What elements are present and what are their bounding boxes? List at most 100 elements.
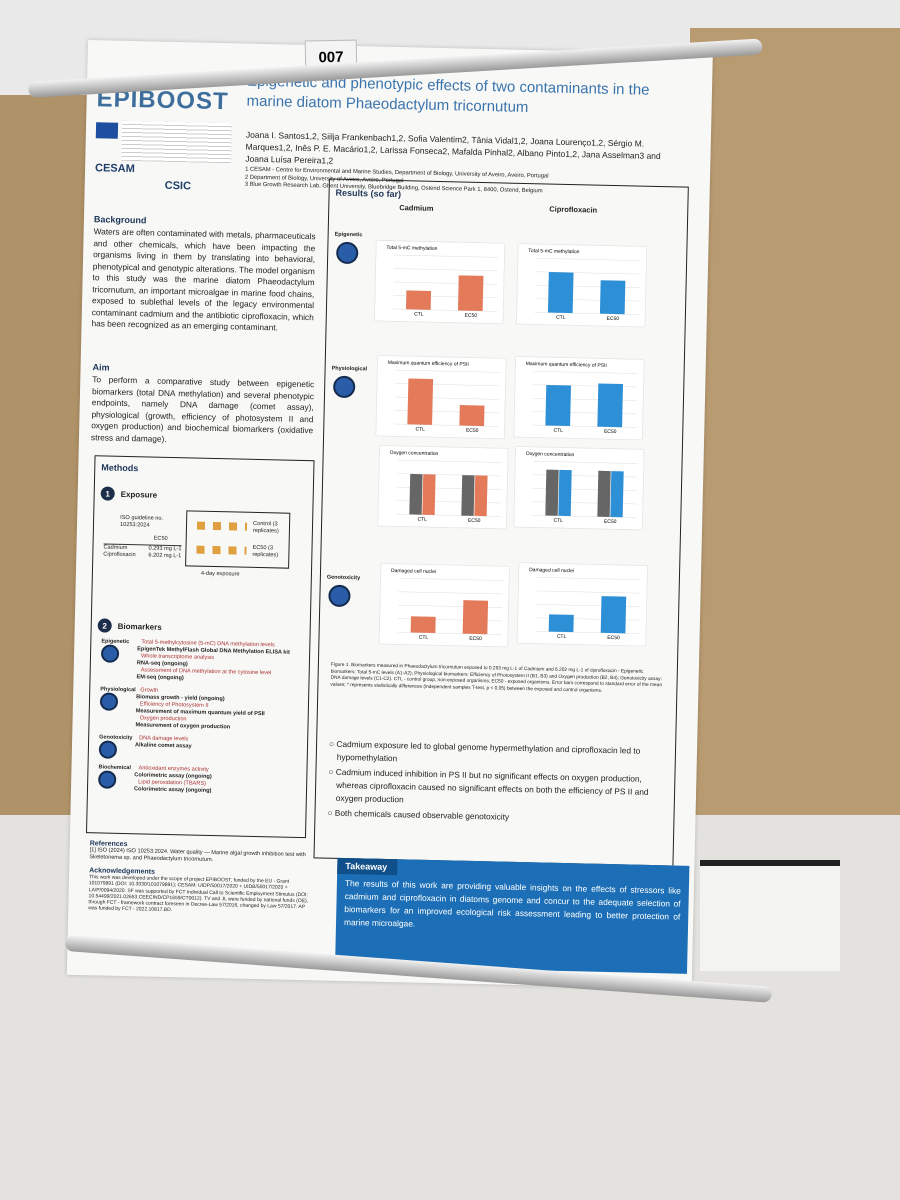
x-tick-label: CTL [557, 634, 567, 640]
chart-title: Total 5-mC methylation [528, 248, 579, 255]
bar [462, 600, 489, 635]
step: 1 Exposure [100, 486, 307, 505]
group-name: Genotoxicity [99, 734, 133, 742]
chart-svg: Maximum quantum efficiency of PSII CTL EC5… [388, 360, 500, 434]
bar [600, 596, 627, 634]
results-box: Results (so far) Cadmium Ciprofloxacin E… [313, 178, 689, 867]
x-tick-label: EC50 [466, 428, 479, 434]
x-tick-label: EC50 [604, 429, 617, 435]
ec-table: Cadmium 0.293 mg L-1 Ciprofloxacin 6.202 m… [103, 543, 182, 561]
mini-chart: Damaged cell nuclei CTL EC50 [379, 563, 510, 647]
heading: Methods [101, 462, 139, 474]
bar [410, 616, 436, 634]
heading: Results (so far) [335, 187, 402, 200]
group-head: Biochemical [98, 764, 131, 793]
x-tick-label: CTL [556, 315, 566, 321]
group-name: Biochemical [98, 764, 131, 772]
bar [597, 470, 611, 517]
takeaway-box: Takeaway The results of this work are pr… [335, 857, 690, 974]
grid-line [398, 591, 503, 595]
group-items: Antioxidant enzymes activity Colorimetric… [134, 765, 301, 797]
aim-section: Aim To perform a comparative study betwe… [91, 362, 315, 448]
row-icon [335, 241, 359, 265]
row-label: Genotoxicity [326, 574, 361, 582]
x-tick-label: CTL [553, 428, 563, 434]
funding-note [121, 120, 233, 164]
grid-line [536, 590, 641, 594]
grid-line [398, 577, 503, 581]
neighbor-poster [700, 860, 840, 971]
flasks [196, 521, 248, 531]
flasks [196, 545, 247, 555]
chart-title: Total 5-mC methylation [386, 245, 437, 252]
bar [461, 475, 475, 516]
bar [558, 469, 572, 517]
grid-line [533, 370, 638, 374]
row-icon [332, 375, 356, 399]
group-icon [99, 692, 119, 711]
bar [545, 384, 571, 427]
row-icon [328, 584, 351, 608]
chart-svg: Damaged cell nuclei CTL EC50 [529, 567, 641, 641]
bar [548, 614, 574, 633]
grid-line [536, 577, 641, 580]
x-tick-label: CTL [414, 311, 424, 317]
x-tick-label: CTL [415, 427, 425, 433]
column-label: Ciprofloxacin [549, 204, 598, 215]
x-tick-label: EC50 [607, 635, 620, 641]
x-tick-label: EC50 [606, 316, 619, 322]
duration: 4-day exposure [200, 570, 240, 578]
mini-chart: Oxygen concentration CTL EC50 [514, 446, 644, 530]
step-number: 2 [97, 618, 112, 633]
chart-title: Maximum quantum efficiency of PSII [388, 360, 469, 368]
mini-chart: Damaged cell nuclei CTL EC50 [517, 562, 648, 646]
exposure-diagram: Control (3 replicates) EC50 (3 replicate… [185, 510, 291, 569]
paper-backdrop [690, 28, 900, 863]
bar [459, 405, 485, 427]
partner-logo: CSIC [164, 179, 192, 193]
group-head: Epigenetic [100, 638, 131, 681]
figure-caption: Figure 1. Biomarkers measured in Phaeoda… [330, 662, 663, 694]
biomarker-group: Physiological Growth Biomass growth - yiel… [99, 686, 302, 733]
grid-line [393, 268, 498, 272]
bar [407, 378, 434, 425]
chart-svg: Oxygen concentration CTL EC50 [526, 451, 638, 525]
grid-line [532, 514, 637, 518]
chart-svg: Total 5-mC methylation CTL EC50 [386, 245, 499, 319]
grid-line [535, 271, 640, 275]
conclusion-text: Both chemicals caused observable genotox… [334, 807, 510, 822]
chart-grid: Total 5-mC methylation CTL EC50 Total 5-mC … [330, 180, 688, 647]
bar [474, 475, 488, 517]
mini-chart: Maximum quantum efficiency of PSII CTL EC5… [376, 355, 506, 439]
bar [457, 275, 484, 312]
mini-chart: Maximum quantum efficiency of PSII CTL EC5… [514, 356, 644, 440]
group-icon [98, 740, 118, 759]
chart-svg: Oxygen concentration CTL EC50 [390, 450, 502, 524]
bar [610, 471, 624, 518]
step: 2 Biomarkers [97, 618, 304, 637]
heading: Takeaway [337, 857, 398, 876]
group-name: Epigenetic [101, 638, 130, 646]
biomarker-groups: Epigenetic Total 5-methylcytosine (5-mC) … [94, 638, 303, 797]
grid-line [397, 459, 502, 463]
conclusions: ○ Cadmium exposure led to global genome … [327, 738, 669, 830]
x-tick-label: CTL [417, 517, 427, 523]
x-tick-label: CTL [553, 518, 563, 524]
biomarker-group: Biochemical Antioxidant enzymes activity C… [98, 764, 301, 797]
ec-row: Ciprofloxacin 6.202 mg L-1 [103, 551, 181, 560]
grid-line [536, 257, 641, 261]
column-label: Cadmium [399, 203, 434, 213]
x-tick-label: EC50 [468, 518, 481, 524]
grid-line [533, 460, 638, 464]
group-icon [98, 770, 117, 789]
row-label: Physiological [331, 365, 368, 373]
group-head: Genotoxicity [98, 734, 133, 759]
step-title: Exposure [120, 489, 158, 500]
methods-box: Methods 1 Exposure ISO guideline no. 102… [86, 455, 315, 839]
chart-title: Oxygen concentration [526, 451, 575, 458]
x-tick-label: EC50 [469, 636, 482, 642]
step-title: Biomarkers [117, 621, 162, 632]
group-name: Physiological [100, 686, 136, 694]
x-tick-label: CTL [419, 635, 429, 641]
